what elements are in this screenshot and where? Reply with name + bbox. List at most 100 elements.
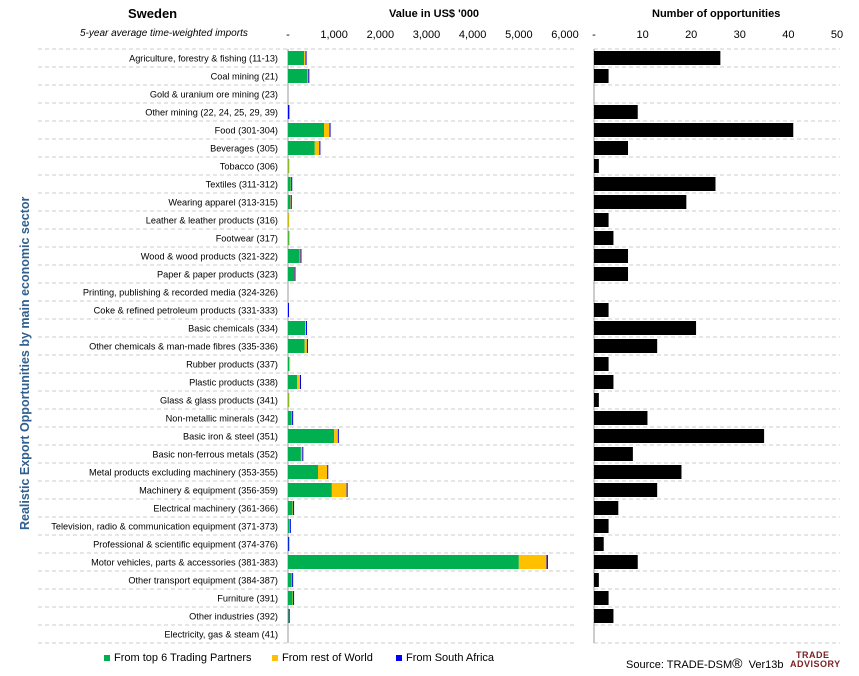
legend-item-top6: From top 6 Trading Partners [104,652,252,664]
opportunities-bar [594,501,619,515]
value-bar-south-africa [306,339,308,353]
value-chart-title: Value in US$ '000 [389,8,480,20]
value-bar-south-africa [346,483,348,497]
version-text: Ver13b [748,659,784,671]
value-bar-top6 [288,123,325,137]
opportunities-bar [594,519,609,533]
value-bar-south-africa [300,375,302,389]
value-bar-top6 [288,465,319,479]
value-bar-rest-of-world [300,447,303,461]
value-bar-south-africa [337,429,339,443]
category-label: Television, radio & communication equipm… [51,522,278,532]
value-bar-south-africa [289,519,291,533]
opportunities-bar [594,573,599,587]
category-label: Basic chemicals (334) [188,324,278,334]
category-label: Other mining (22, 24, 25, 29, 39) [145,108,278,118]
category-label: Other industries (392) [189,612,278,622]
category-label: Rubber products (337) [186,360,278,370]
opportunities-bar [594,303,609,317]
value-bar-top6 [288,249,300,263]
value-bar-rest-of-world [289,357,291,371]
category-label: Wearing apparel (313-315) [168,198,278,208]
category-label: Glass & glass products (341) [160,396,278,406]
category-label: Other chemicals & man-made fibres (335-3… [89,342,278,352]
value-tick-label: 1,000 [320,29,348,41]
country-title: Sweden [128,6,178,21]
value-bar-south-africa [294,267,296,281]
category-label: Electrical machinery (361-366) [153,504,278,514]
category-label: Plastic products (338) [189,378,278,388]
value-tick-label: - [286,29,290,41]
value-bar-top6 [288,483,332,497]
source-text: Source: TRADE-DSM [626,659,733,671]
value-bar-top6 [288,267,295,281]
value-bar-top6 [288,141,315,155]
category-label: Other transport equipment (384-387) [128,576,278,586]
opportunities-bar [594,177,716,191]
value-bar-rest-of-world [518,555,547,569]
value-bar-top6 [288,573,292,587]
value-bar-top6 [288,411,292,425]
value-bar-rest-of-world [334,429,338,443]
value-bar-top6 [288,555,519,569]
category-label: Coke & refined petroleum products (331-3… [94,306,278,316]
value-bar-top6 [288,375,298,389]
category-label: Coal mining (21) [211,72,278,82]
value-bar-south-africa [329,123,331,137]
category-label: Food (301-304) [215,126,278,136]
value-bar-south-africa [293,501,295,515]
category-label: Leather & leather products (316) [146,216,278,226]
category-label: Printing, publishing & recorded media (3… [83,288,278,298]
opportunities-chart-title: Number of opportunities [652,8,781,20]
opp-tick-label: 30 [734,29,746,41]
opportunities-bar [594,141,629,155]
opportunities-bar [594,447,633,461]
category-label: Basic iron & steel (351) [183,432,278,442]
value-bar-rest-of-world [307,69,309,83]
category-label: Paper & paper products (323) [157,270,278,280]
category-label: Electricity, gas & steam (41) [164,630,278,640]
value-bar-rest-of-world [305,321,307,335]
opportunities-bar [594,555,638,569]
value-bar-south-africa [288,105,290,119]
value-bar-rest-of-world [288,231,290,245]
legend-swatch-row [272,655,278,661]
value-bar-south-africa [306,321,308,335]
value-bar-south-africa [305,51,307,65]
opportunities-bar [594,105,638,119]
category-label: Professional & scientific equipment (374… [93,540,278,550]
value-bar-rest-of-world [314,141,320,155]
opportunities-bar [594,357,609,371]
value-bar-top6 [288,69,308,83]
opp-tick-label: 20 [685,29,697,41]
value-bar-top6 [288,339,305,353]
opportunities-bar [594,123,794,137]
opp-tick-label: - [592,29,596,41]
value-bar-rest-of-world [299,249,301,263]
value-bar-south-africa [546,555,548,569]
value-bar-top6 [288,357,290,371]
opportunities-bar [594,249,629,263]
category-label: Beverages (305) [210,144,278,154]
opportunities-bar [594,609,614,623]
chart-subtitle: 5-year average time-weighted imports [80,28,248,39]
opportunities-bar [594,51,721,65]
opportunities-bar [594,393,599,407]
opp-tick-label: 50 [831,29,843,41]
value-bar-south-africa [293,591,295,605]
category-label: Metal products excluding machinery (353-… [89,468,278,478]
value-tick-label: 4,000 [459,29,487,41]
value-bar-top6 [288,177,291,191]
category-label: Textiles (311-312) [206,180,278,190]
value-bar-south-africa [302,447,304,461]
category-label: Machinery & equipment (356-359) [139,486,278,496]
legend-label-top6: From top 6 Trading Partners [114,652,252,664]
opportunities-bar [594,591,609,605]
opp-tick-label: 40 [782,29,794,41]
legend-item-row: From rest of World [272,652,373,664]
opportunities-bar [594,231,614,245]
value-bar-south-africa [290,195,292,209]
value-bar-south-africa [319,141,321,155]
value-bar-top6 [288,447,301,461]
category-label: Footwear (317) [216,234,278,244]
